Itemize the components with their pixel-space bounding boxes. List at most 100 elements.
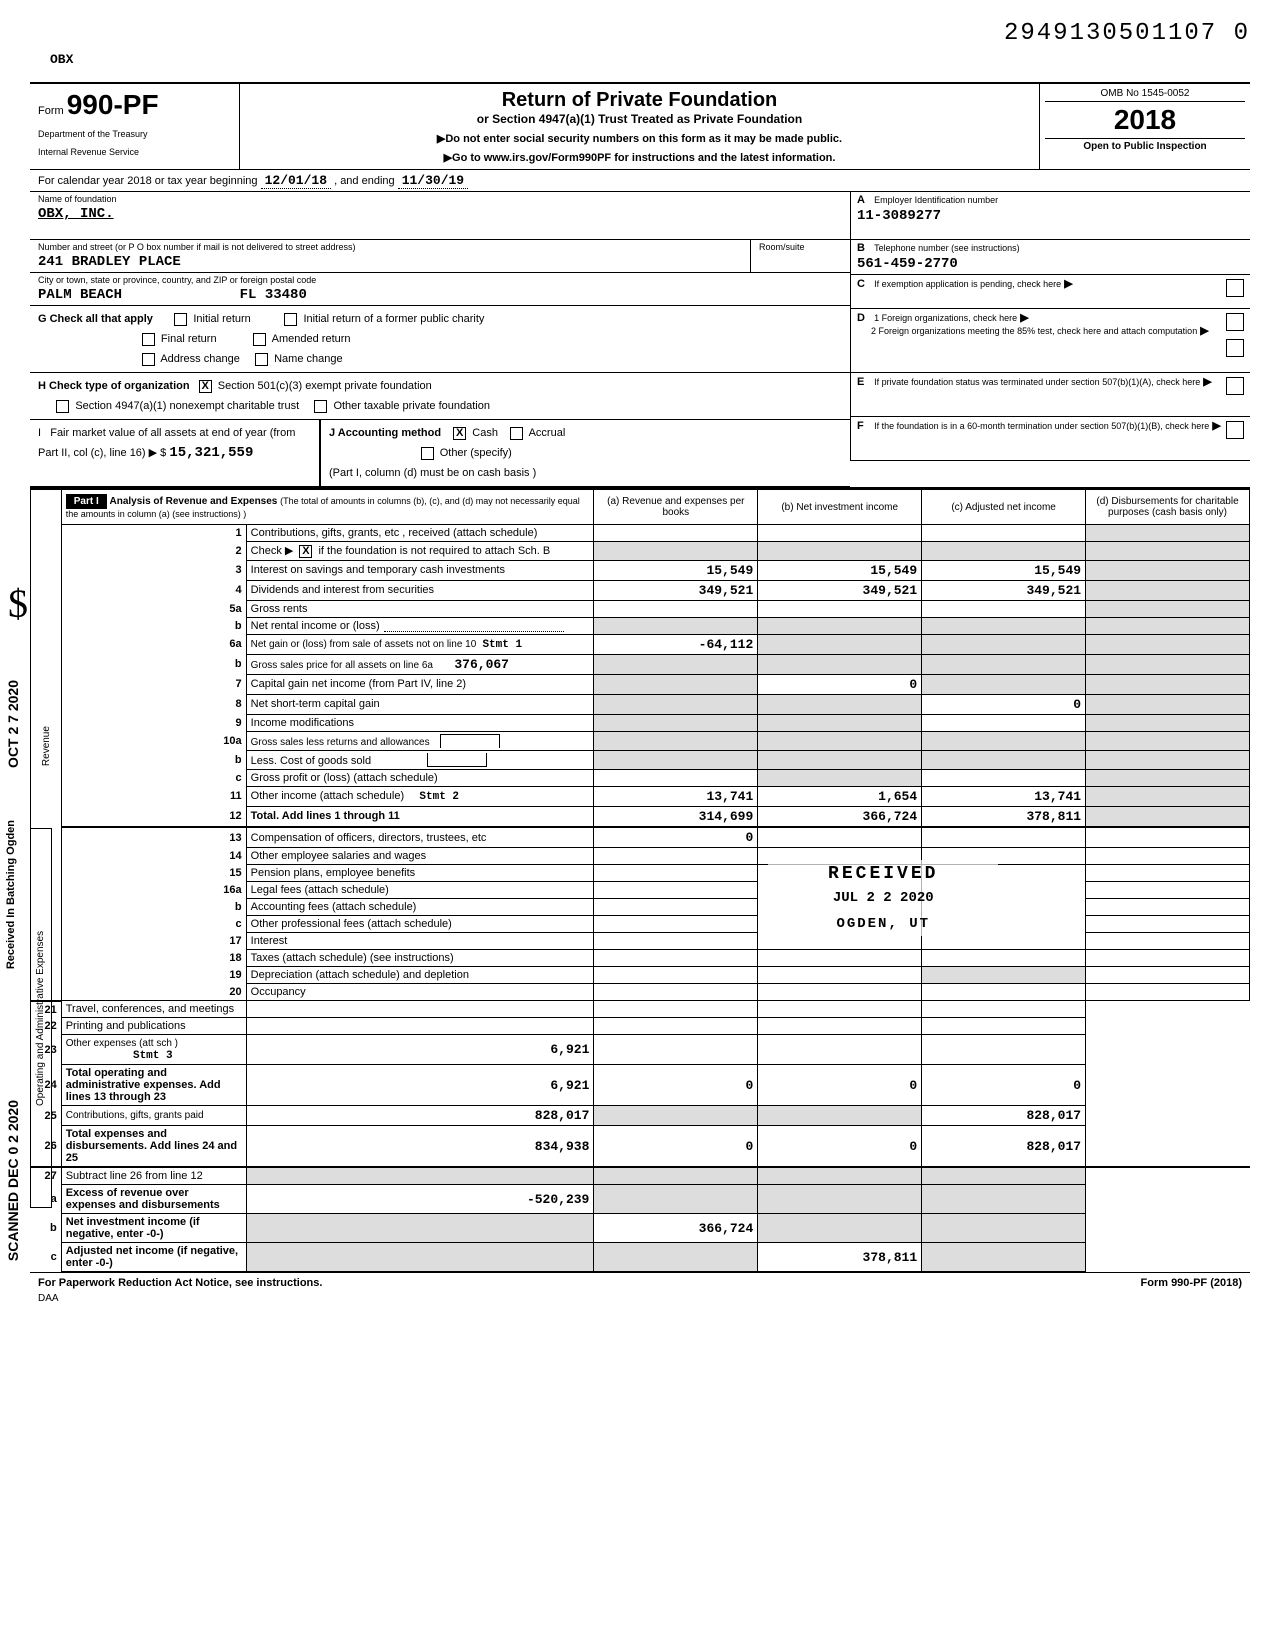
checkbox-other-taxable[interactable]	[314, 400, 327, 413]
line-3-b: 15,549	[758, 560, 922, 580]
line-25-desc: Contributions, gifts, grants paid	[61, 1106, 246, 1126]
checkbox-initial-return[interactable]	[174, 313, 187, 326]
f-text: If the foundation is in a 60-month termi…	[874, 421, 1209, 431]
street-label: Number and street (or P O box number if …	[38, 242, 742, 252]
checkbox-4947[interactable]	[56, 400, 69, 413]
scanned-stamp: SCANNED DEC 0 2 2020	[5, 1100, 21, 1261]
line-24-a: 6,921	[246, 1065, 594, 1106]
d1-text: 1 Foreign organizations, check here	[874, 313, 1017, 323]
line-20-desc: Occupancy	[246, 984, 594, 1001]
checkbox-address-change[interactable]	[142, 353, 155, 366]
checkbox-status-terminated[interactable]	[1226, 377, 1244, 395]
line-22-desc: Printing and publications	[61, 1018, 246, 1035]
line-3-c: 15,549	[922, 560, 1086, 580]
checkbox-exemption-pending[interactable]	[1226, 279, 1244, 297]
line-27a-a: -520,239	[246, 1185, 594, 1214]
ein-label: Employer Identification number	[874, 195, 998, 205]
form-number: 990-PF	[67, 89, 159, 120]
line-4-a: 349,521	[594, 580, 758, 600]
checkbox-foreign-org[interactable]	[1226, 313, 1244, 331]
g-section: G Check all that apply Initial return In…	[30, 306, 850, 373]
state-zip: FL 33480	[240, 287, 307, 303]
d2-text: 2 Foreign organizations meeting the 85% …	[871, 326, 1197, 336]
line-21-desc: Travel, conferences, and meetings	[61, 1001, 246, 1018]
form-prefix: Form	[38, 105, 64, 117]
line-27a-desc: Excess of revenue over expenses and disb…	[61, 1185, 246, 1214]
checkbox-other-method[interactable]	[421, 447, 434, 460]
line-18-desc: Taxes (attach schedule) (see instruction…	[246, 950, 594, 967]
line-11-b: 1,654	[758, 786, 922, 806]
e-letter: E	[857, 376, 871, 388]
checkbox-accrual[interactable]	[510, 427, 523, 440]
line-27c-c: 378,811	[758, 1243, 922, 1272]
instruction-1: ▶Do not enter social security numbers on…	[250, 132, 1029, 145]
line-7-b: 0	[758, 674, 922, 694]
line-6b-desc: Gross sales price for all assets on line…	[246, 654, 594, 674]
line-8-c: 0	[922, 694, 1086, 714]
tax-year-line: For calendar year 2018 or tax year begin…	[30, 170, 1250, 192]
room-label: Room/suite	[759, 242, 842, 252]
j-label: J Accounting method	[329, 427, 441, 439]
line-24-d: 0	[922, 1065, 1086, 1106]
line-12-a: 314,699	[594, 806, 758, 827]
opt-other-method: Other (specify)	[440, 447, 512, 459]
line-10c-desc: Gross profit or (loss) (attach schedule)	[246, 769, 594, 786]
col-d-header: (d) Disbursements for charitable purpose…	[1086, 490, 1250, 525]
line-4-desc: Dividends and interest from securities	[246, 580, 594, 600]
line-4-c: 349,521	[922, 580, 1086, 600]
checkbox-foreign-85[interactable]	[1226, 339, 1244, 357]
line-13-a: 0	[594, 828, 758, 848]
line-10a-desc: Gross sales less returns and allowances	[246, 731, 594, 750]
tax-year-end: 11/30/19	[398, 173, 468, 189]
side-stamps: SCANNED DEC 0 2 2020	[5, 1100, 21, 1261]
checkbox-sch-b[interactable]: X	[299, 545, 312, 558]
opt-cash: Cash	[472, 427, 498, 439]
dollar-mark: $	[8, 580, 28, 627]
document-id: 2949130501107 0	[30, 20, 1250, 47]
omb-number: OMB No 1545-0052	[1045, 86, 1245, 102]
city-value: PALM BEACH FL 33480	[38, 287, 842, 303]
name-label: Name of foundation	[38, 194, 842, 204]
checkbox-name-change[interactable]	[255, 353, 268, 366]
line-27b-desc: Net investment income (if negative, ente…	[61, 1214, 246, 1243]
opt-4947: Section 4947(a)(1) nonexempt charitable …	[75, 400, 299, 412]
part1-title: Analysis of Revenue and Expenses	[110, 496, 278, 507]
line-3-a: 15,549	[594, 560, 758, 580]
tel-value: 561-459-2770	[857, 256, 1244, 272]
line-13-desc: Compensation of officers, directors, tru…	[246, 828, 594, 848]
checkbox-cash[interactable]: X	[453, 427, 466, 440]
j-note: (Part I, column (d) must be on cash basi…	[329, 467, 536, 479]
opt-initial-return: Initial return	[193, 313, 250, 325]
line-12-b: 366,724	[758, 806, 922, 827]
line-26-desc: Total expenses and disbursements. Add li…	[61, 1126, 246, 1168]
received-stamp: RECEIVED JUL 2 2 2020 OGDEN, UT	[768, 860, 998, 936]
tel-label: Telephone number (see instructions)	[874, 243, 1020, 253]
line-4-b: 349,521	[758, 580, 922, 600]
checkbox-501c3[interactable]: X	[199, 380, 212, 393]
line-23-desc: Other expenses (att sch ) Stmt 3	[61, 1035, 246, 1065]
checkbox-amended[interactable]	[253, 333, 266, 346]
line-5a-desc: Gross rents	[246, 600, 594, 617]
line-15-desc: Pension plans, employee benefits	[246, 865, 594, 882]
line-16b-desc: Accounting fees (attach schedule)	[246, 899, 594, 916]
form-title: Return of Private Foundation	[250, 89, 1029, 112]
received-batching-stamp: Received In Batching Ogden	[5, 820, 17, 969]
opt-other-taxable: Other taxable private foundation	[333, 400, 490, 412]
line-27c-desc: Adjusted net income (if negative, enter …	[61, 1243, 246, 1272]
dept-line-2: Internal Revenue Service	[38, 147, 231, 157]
checkbox-initial-former[interactable]	[284, 313, 297, 326]
line-7-desc: Capital gain net income (from Part IV, l…	[246, 674, 594, 694]
line-11-c: 13,741	[922, 786, 1086, 806]
line-11-desc: Other income (attach schedule) Stmt 2	[246, 786, 594, 806]
part1-table: Revenue Part I Analysis of Revenue and E…	[30, 487, 1250, 1272]
line-6a-a: -64,112	[594, 634, 758, 654]
footer-daa: DAA	[30, 1293, 1250, 1304]
part1-label: Part I	[66, 494, 107, 509]
public-inspection: Open to Public Inspection	[1045, 139, 1245, 154]
checkbox-60month[interactable]	[1226, 421, 1244, 439]
line-24-c: 0	[758, 1065, 922, 1106]
checkbox-final-return[interactable]	[142, 333, 155, 346]
opt-final-return: Final return	[161, 333, 217, 345]
line-6a-desc: Net gain or (loss) from sale of assets n…	[246, 634, 594, 654]
tax-year-begin: 12/01/18	[261, 173, 331, 189]
